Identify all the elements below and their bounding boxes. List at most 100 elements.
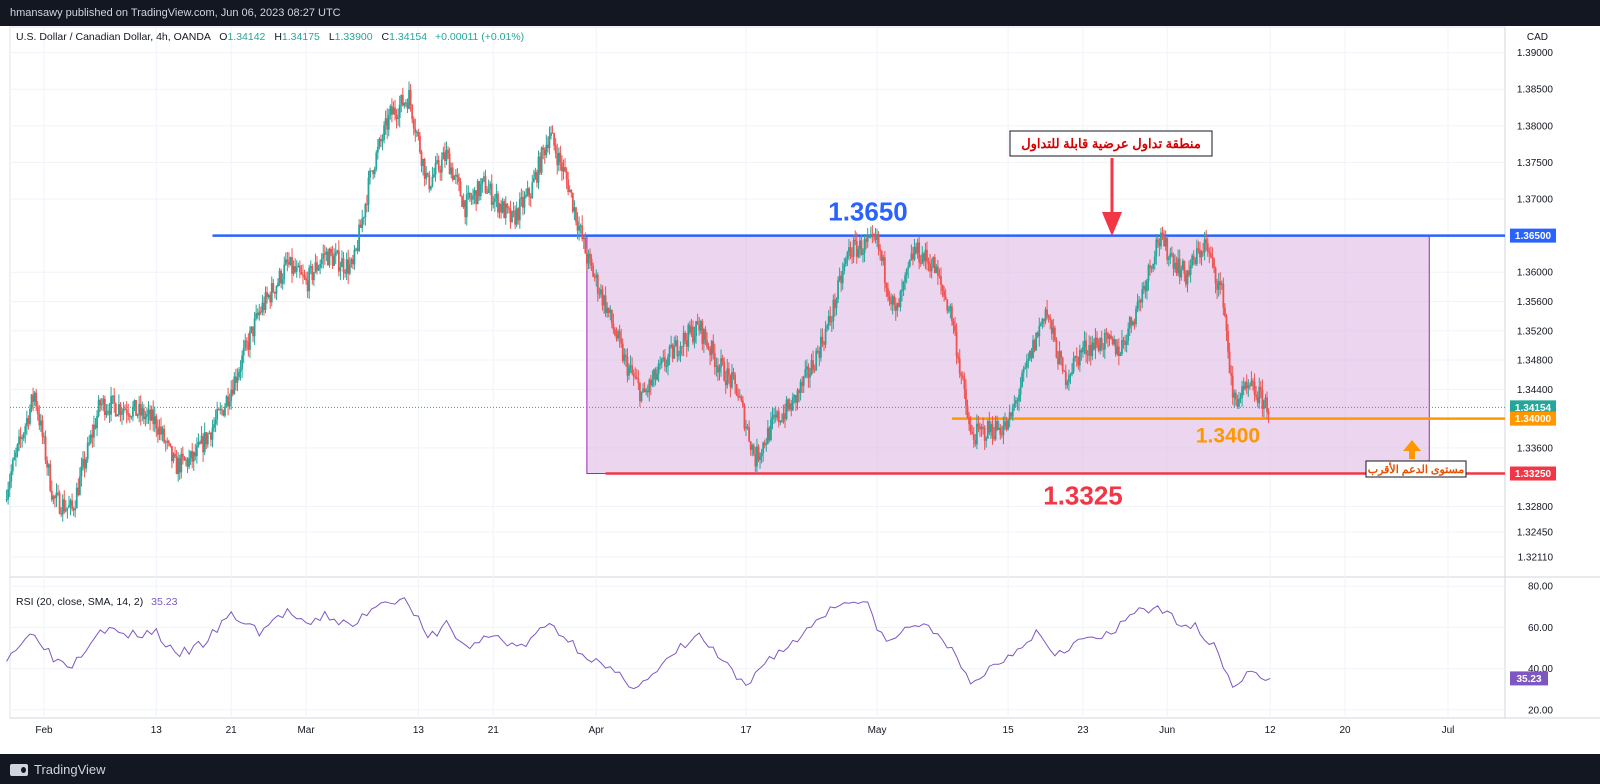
candle-body bbox=[458, 177, 460, 182]
candle-body bbox=[994, 420, 997, 440]
candle-body bbox=[468, 192, 471, 199]
candle-body bbox=[440, 159, 443, 173]
candle-body bbox=[1239, 397, 1242, 399]
candle-body bbox=[1121, 340, 1123, 354]
candle-body bbox=[862, 252, 864, 255]
price-chart[interactable]: 1.39000 1.38500 1.38000 1.37500 1.37000 1.360… bbox=[0, 0, 1600, 754]
candle-body bbox=[306, 280, 309, 292]
candle-body bbox=[483, 176, 485, 179]
candle-body bbox=[629, 365, 632, 367]
candle-body bbox=[60, 513, 63, 515]
candle-body bbox=[1147, 265, 1150, 281]
rsi-legend: RSI (20, close, SMA, 14, 2) 35.23 bbox=[16, 596, 178, 608]
candle-body bbox=[1252, 380, 1254, 382]
candle-body bbox=[734, 374, 736, 385]
candle-body bbox=[685, 340, 688, 347]
candle-body bbox=[1144, 285, 1147, 292]
candle-body bbox=[1068, 375, 1070, 382]
candle-body bbox=[868, 236, 871, 238]
candle-body bbox=[1197, 248, 1200, 250]
candle-body bbox=[749, 441, 752, 450]
candle-body bbox=[398, 104, 401, 118]
candle-body bbox=[479, 184, 482, 197]
candle-body bbox=[777, 411, 780, 423]
candle-body bbox=[944, 296, 947, 300]
candle-body bbox=[381, 139, 384, 142]
candle-body bbox=[239, 369, 242, 372]
candle-body bbox=[124, 408, 127, 410]
candle-body bbox=[433, 174, 435, 177]
candle-body bbox=[910, 253, 913, 260]
candle-body bbox=[559, 152, 562, 163]
candle-body bbox=[762, 442, 765, 454]
candle-body bbox=[345, 259, 348, 274]
candle-body bbox=[1011, 406, 1014, 417]
candle-body bbox=[667, 356, 669, 367]
candle-body bbox=[810, 360, 813, 375]
time-tick-label: 12 bbox=[1265, 725, 1277, 736]
candle-body bbox=[1125, 340, 1128, 345]
candle-body bbox=[423, 159, 426, 179]
candle-body bbox=[380, 138, 382, 142]
candle-body bbox=[1041, 318, 1044, 324]
candle-body bbox=[963, 377, 966, 390]
candle-body bbox=[27, 418, 30, 424]
candle-body bbox=[1139, 300, 1142, 303]
candle-body bbox=[259, 311, 262, 313]
support-label-text: مستوى الدعم الأقرب bbox=[1368, 462, 1465, 476]
candle-body bbox=[376, 146, 379, 153]
candle-body bbox=[1050, 320, 1053, 334]
candle-body bbox=[871, 234, 874, 236]
candle-body bbox=[585, 253, 588, 264]
candle-body bbox=[366, 204, 368, 206]
candle-body bbox=[639, 383, 641, 402]
candle-body bbox=[312, 272, 315, 281]
candle-body bbox=[1119, 353, 1122, 356]
candle-body bbox=[1108, 335, 1111, 339]
candle-body bbox=[1192, 255, 1195, 260]
candle-body bbox=[258, 311, 261, 316]
candle-body bbox=[715, 365, 718, 367]
candle-body bbox=[263, 302, 265, 310]
current-price-badge-label: 1.34154 bbox=[1515, 403, 1552, 414]
candle-body bbox=[623, 354, 626, 361]
candle-body bbox=[1077, 356, 1080, 366]
candle-body bbox=[125, 409, 128, 414]
candle-body bbox=[1116, 346, 1119, 355]
candle-body bbox=[1103, 332, 1106, 350]
candle-body bbox=[674, 340, 677, 347]
candle-body bbox=[289, 257, 292, 265]
time-tick-label: Apr bbox=[588, 725, 604, 736]
candle-body bbox=[224, 406, 226, 416]
candle-body bbox=[397, 117, 400, 119]
candle-body bbox=[238, 371, 240, 378]
candle-body bbox=[1066, 381, 1069, 386]
candle-body bbox=[522, 197, 524, 208]
candle-body bbox=[740, 396, 743, 401]
candle-body bbox=[1213, 258, 1215, 268]
candle-body bbox=[1105, 332, 1108, 334]
candle-body bbox=[885, 282, 888, 289]
candle-body bbox=[431, 176, 434, 187]
candle-body bbox=[55, 492, 58, 499]
candle-body bbox=[1167, 257, 1170, 260]
candle-body bbox=[495, 193, 498, 199]
candle-body bbox=[1117, 346, 1120, 356]
candle-body bbox=[621, 343, 624, 361]
candle-body bbox=[863, 239, 866, 253]
candle-body bbox=[982, 426, 985, 428]
publisher-bar: hmansawy published on TradingView.com, J… bbox=[0, 0, 1600, 26]
candle-body bbox=[695, 321, 697, 337]
tradingview-logo[interactable]: TradingView bbox=[10, 762, 106, 777]
candle-body bbox=[266, 292, 268, 298]
candle-body bbox=[375, 152, 378, 169]
candle-body bbox=[743, 405, 746, 429]
candle-body bbox=[1241, 386, 1243, 398]
price-tick-label: 1.32110 bbox=[1518, 552, 1554, 563]
candle-body bbox=[278, 270, 281, 283]
candle-body bbox=[1122, 340, 1125, 342]
axes: 1.39000 1.38500 1.38000 1.37500 1.37000 1.360… bbox=[35, 48, 1556, 736]
candle-body bbox=[843, 264, 846, 272]
candle-body bbox=[776, 411, 779, 418]
candle-body bbox=[1053, 327, 1056, 341]
